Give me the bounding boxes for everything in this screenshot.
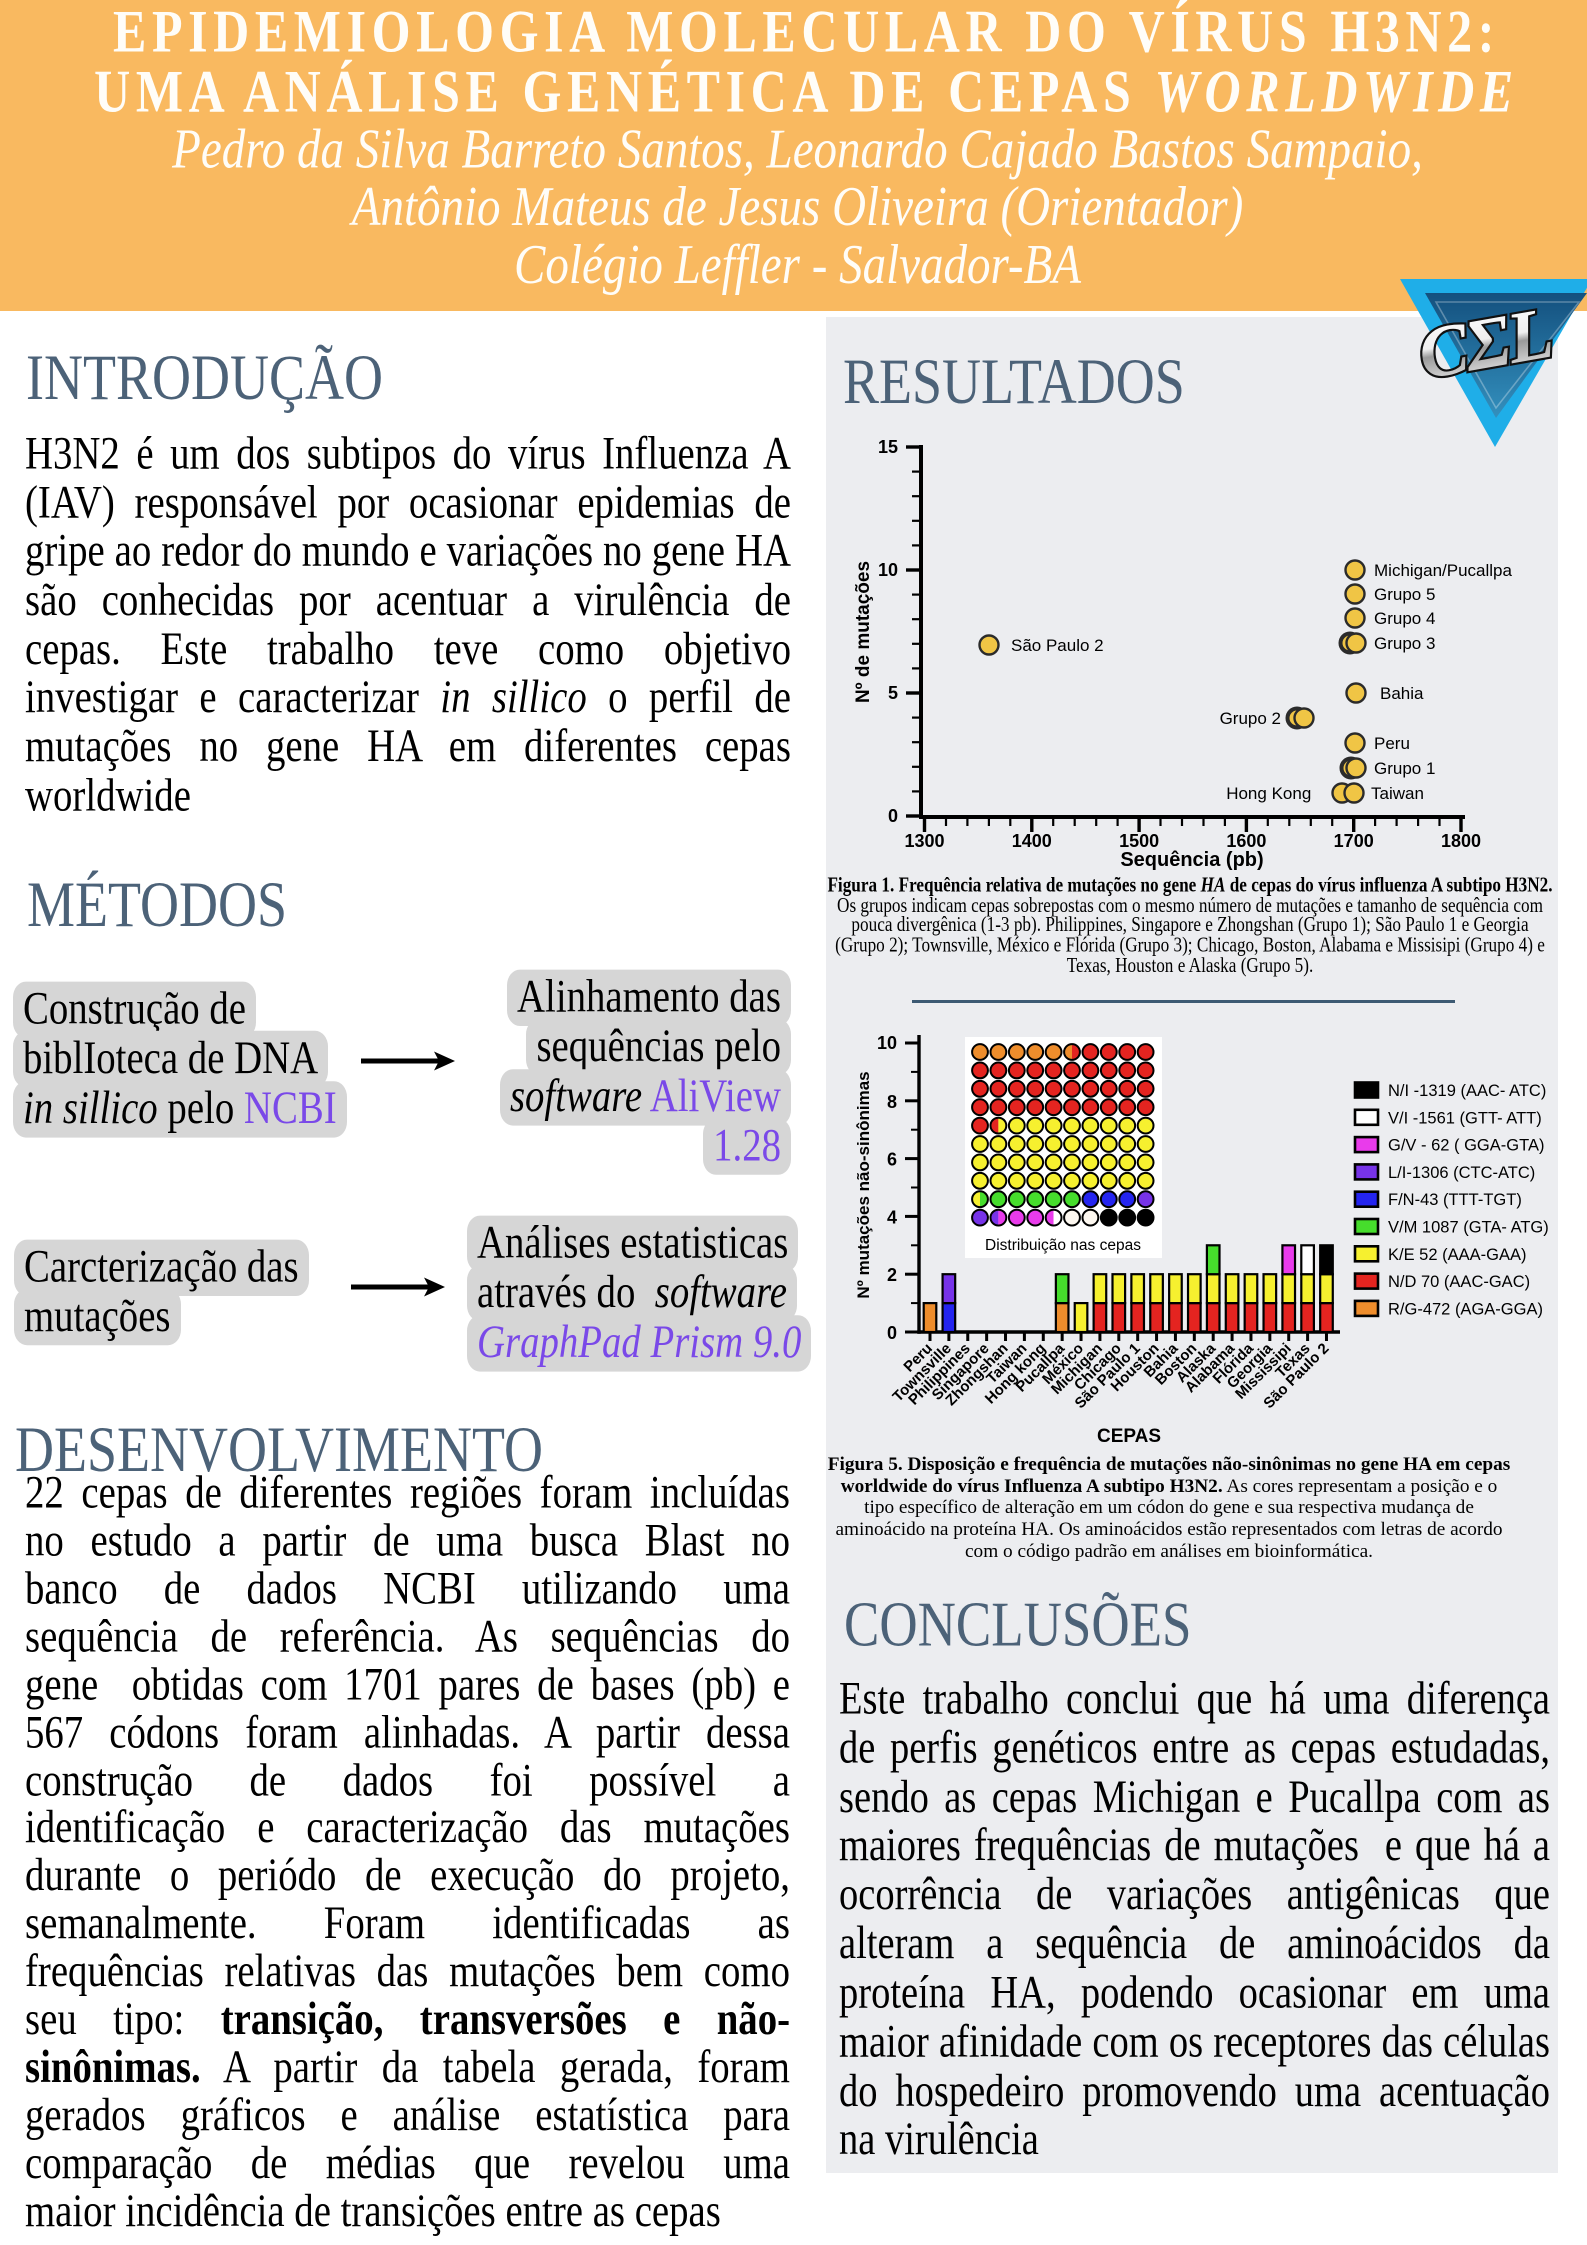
svg-text:N/I -1319 (AAC- ATC): N/I -1319 (AAC- ATC) xyxy=(1388,1082,1546,1100)
svg-text:R/G-472 (AGA-GGA): R/G-472 (AGA-GGA) xyxy=(1388,1300,1543,1318)
svg-text:4: 4 xyxy=(887,1207,897,1227)
svg-text:Grupo 5: Grupo 5 xyxy=(1374,585,1435,604)
svg-text:Taiwan: Taiwan xyxy=(1371,784,1424,803)
svg-text:Grupo 4: Grupo 4 xyxy=(1374,609,1435,628)
svg-text:1600: 1600 xyxy=(1226,831,1266,851)
svg-text:0: 0 xyxy=(887,1323,897,1343)
svg-text:Michigan/Pucallpa: Michigan/Pucallpa xyxy=(1374,561,1513,580)
svg-text:Grupo 1: Grupo 1 xyxy=(1374,759,1435,778)
svg-text:1300: 1300 xyxy=(904,831,944,851)
svg-text:Peru: Peru xyxy=(1374,734,1410,753)
svg-text:Hong Kong: Hong Kong xyxy=(1226,784,1316,803)
svg-text:Nº mutações não-sinônimas: Nº mutações não-sinônimas xyxy=(854,1071,873,1298)
svg-text:15: 15 xyxy=(878,437,898,457)
svg-text:L/I-1306 (CTC-ATC): L/I-1306 (CTC-ATC) xyxy=(1388,1164,1535,1182)
svg-text:Grupo 2: Grupo 2 xyxy=(1220,709,1281,728)
svg-text:10: 10 xyxy=(878,560,898,580)
svg-text:5: 5 xyxy=(888,683,898,703)
svg-text:6: 6 xyxy=(887,1150,897,1170)
svg-text:1700: 1700 xyxy=(1334,831,1374,851)
svg-text:K/E 52 (AAA-GAA): K/E 52 (AAA-GAA) xyxy=(1388,1246,1526,1264)
svg-text:São Paulo 2: São Paulo 2 xyxy=(1011,636,1104,655)
svg-text:10: 10 xyxy=(877,1033,897,1053)
svg-text:N/D 70 (AAC-GAC): N/D 70 (AAC-GAC) xyxy=(1388,1273,1530,1291)
svg-text:8: 8 xyxy=(887,1092,897,1112)
svg-text:CEPAS: CEPAS xyxy=(1097,1426,1161,1447)
svg-text:Sequência (pb): Sequência (pb) xyxy=(1120,849,1263,871)
svg-text:2: 2 xyxy=(887,1265,897,1285)
svg-text:F/N-43 (TTT-TGT): F/N-43 (TTT-TGT) xyxy=(1388,1191,1522,1209)
svg-text:0: 0 xyxy=(888,806,898,826)
svg-text:V/M 1087 (GTA- ATG): V/M 1087 (GTA- ATG) xyxy=(1388,1219,1549,1237)
svg-text:V/I -1561 (GTT- ATT): V/I -1561 (GTT- ATT) xyxy=(1388,1109,1542,1127)
svg-text:Distribuição nas cepas: Distribuição nas cepas xyxy=(985,1237,1141,1254)
svg-text:Grupo 3: Grupo 3 xyxy=(1374,634,1435,653)
svg-text:Bahia: Bahia xyxy=(1380,684,1424,703)
svg-text:1800: 1800 xyxy=(1441,831,1481,851)
svg-text:1500: 1500 xyxy=(1119,831,1159,851)
svg-text:1400: 1400 xyxy=(1012,831,1052,851)
svg-text:Nº de mutações: Nº de mutações xyxy=(853,561,874,703)
svg-text:G/V - 62 ( GGA-GTA): G/V - 62 ( GGA-GTA) xyxy=(1388,1137,1544,1155)
